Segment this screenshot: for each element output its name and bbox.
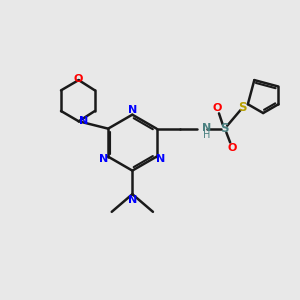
Text: O: O <box>74 74 83 84</box>
Text: O: O <box>213 103 222 113</box>
Text: N: N <box>156 154 166 164</box>
Text: O: O <box>228 143 237 153</box>
Text: N: N <box>128 195 137 205</box>
Text: S: S <box>220 122 229 135</box>
Text: H: H <box>203 130 210 140</box>
Text: S: S <box>238 101 247 114</box>
Text: N: N <box>99 154 108 164</box>
Text: N: N <box>79 116 88 126</box>
Text: N: N <box>202 123 212 133</box>
Text: N: N <box>128 105 137 115</box>
